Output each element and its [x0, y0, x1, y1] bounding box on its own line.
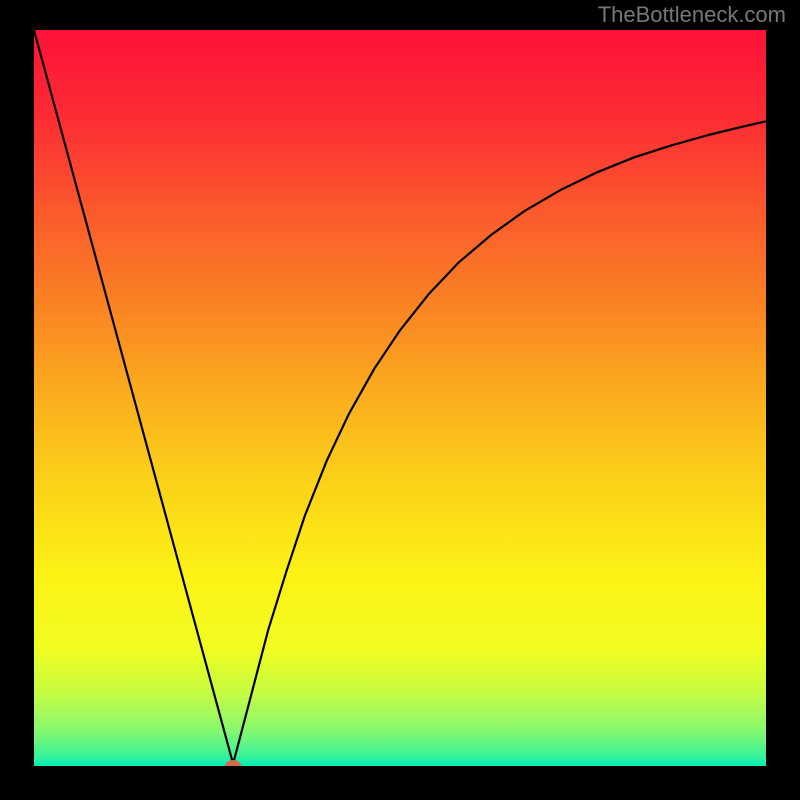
- watermark-text: TheBottleneck.com: [598, 2, 786, 27]
- bottleneck-chart: TheBottleneck.com: [0, 0, 800, 800]
- plot-background-gradient: [34, 30, 766, 766]
